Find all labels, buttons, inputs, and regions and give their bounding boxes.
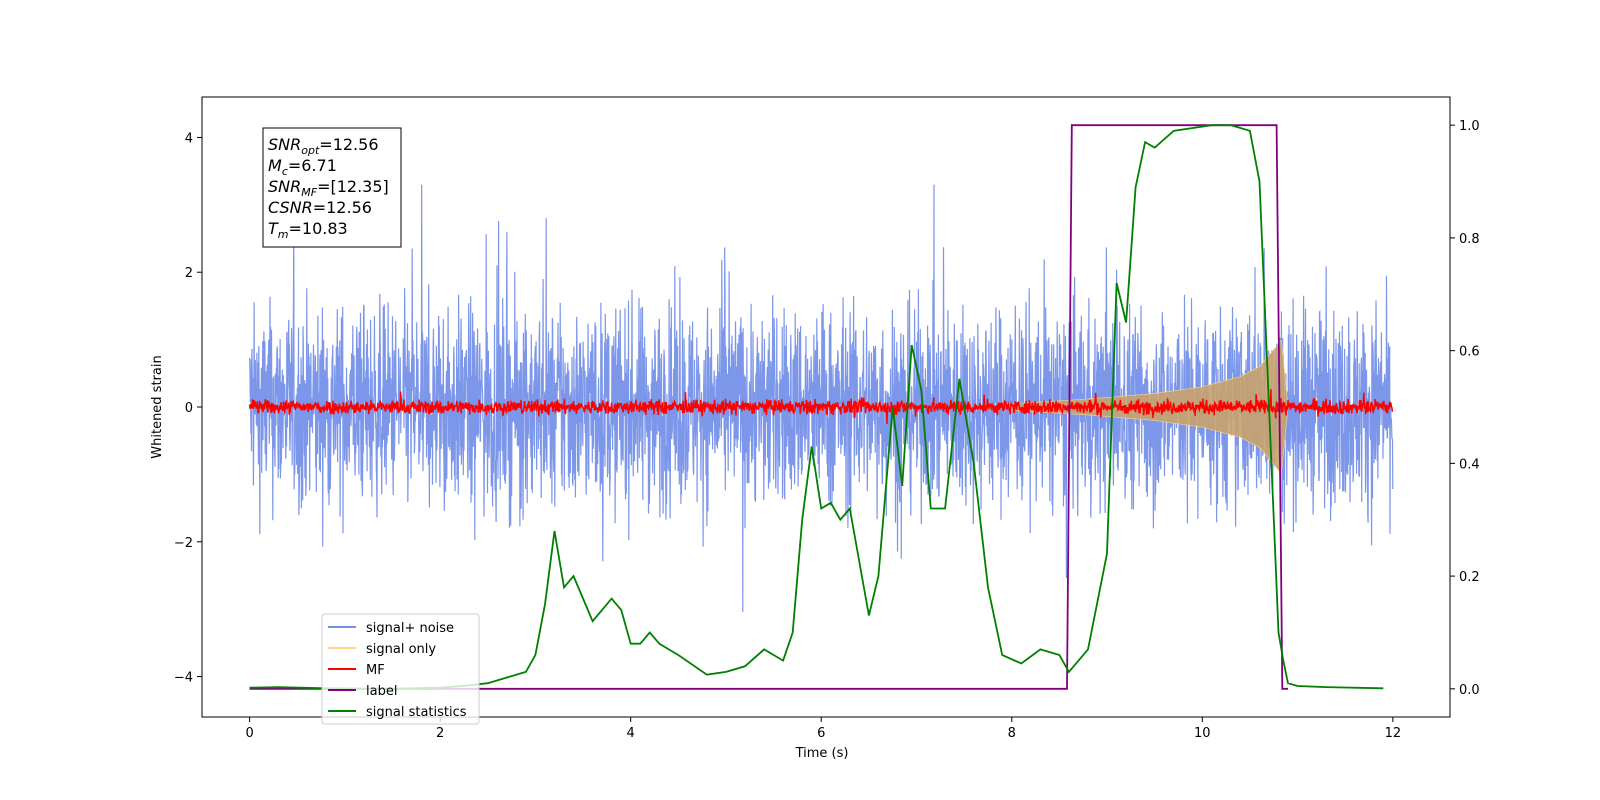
- y-axis-label: Whitened strain: [150, 355, 165, 458]
- y-tick-label: 4: [185, 131, 193, 146]
- label-line: [249, 124, 1288, 690]
- y2-tick-label: 0.2: [1459, 570, 1480, 585]
- legend-label: signal only: [366, 642, 436, 657]
- legend-label: signal+ noise: [366, 621, 454, 636]
- x-tick-label: 0: [245, 726, 253, 741]
- annotation-line: Mc=6.71: [268, 156, 337, 178]
- y2-tick-label: 0.0: [1459, 683, 1480, 698]
- annotation-box: SNRopt=12.56Mc=6.71SNRMF=[12.35]CSNR=12.…: [262, 127, 402, 248]
- y2-tick-label: 0.8: [1459, 232, 1480, 247]
- x-axis-label: Time (s): [795, 746, 849, 761]
- x-axis: 0 2 4 6 8 10 12: [245, 717, 1401, 741]
- y-tick-label: 0: [185, 401, 193, 416]
- label-path: [249, 124, 1288, 690]
- y-axis-right: 0.0 0.2 0.4 0.6 0.8 1.0: [1450, 119, 1480, 698]
- legend-label: signal statistics: [366, 705, 467, 720]
- y-tick-label: 2: [185, 266, 193, 281]
- x-tick-label: 2: [436, 726, 444, 741]
- y-axis-left: −4 −2 0 2 4: [174, 131, 202, 686]
- signal-plus-noise-path: [249, 184, 1394, 612]
- y-tick-label: −4: [174, 671, 193, 686]
- signal-statistics-line: [249, 124, 1384, 690]
- x-tick-label: 4: [627, 726, 635, 741]
- y2-tick-label: 1.0: [1459, 119, 1480, 134]
- annotation-line: SNRopt=12.56: [268, 135, 379, 157]
- legend: signal+ noise signal only MF label signal st…: [321, 613, 480, 725]
- y2-tick-label: 0.4: [1459, 457, 1480, 472]
- signal-statistics-path: [249, 124, 1384, 690]
- mf-path: [248, 389, 1394, 424]
- y-tick-label: −2: [174, 536, 193, 551]
- x-tick-label: 10: [1194, 726, 1211, 741]
- x-tick-label: 8: [1008, 726, 1016, 741]
- mf-line: [248, 389, 1394, 424]
- legend-label: label: [366, 684, 397, 699]
- annotation-line: CSNR=12.56: [268, 198, 372, 217]
- x-tick-label: 6: [817, 726, 825, 741]
- x-tick-label: 12: [1385, 726, 1402, 741]
- y2-tick-label: 0.6: [1459, 345, 1480, 360]
- annotation-line: Tm=10.83: [268, 219, 348, 241]
- legend-label: MF: [366, 663, 385, 678]
- signal-plus-noise-line: [249, 184, 1394, 612]
- annotation-line: SNRMF=[12.35]: [268, 177, 389, 199]
